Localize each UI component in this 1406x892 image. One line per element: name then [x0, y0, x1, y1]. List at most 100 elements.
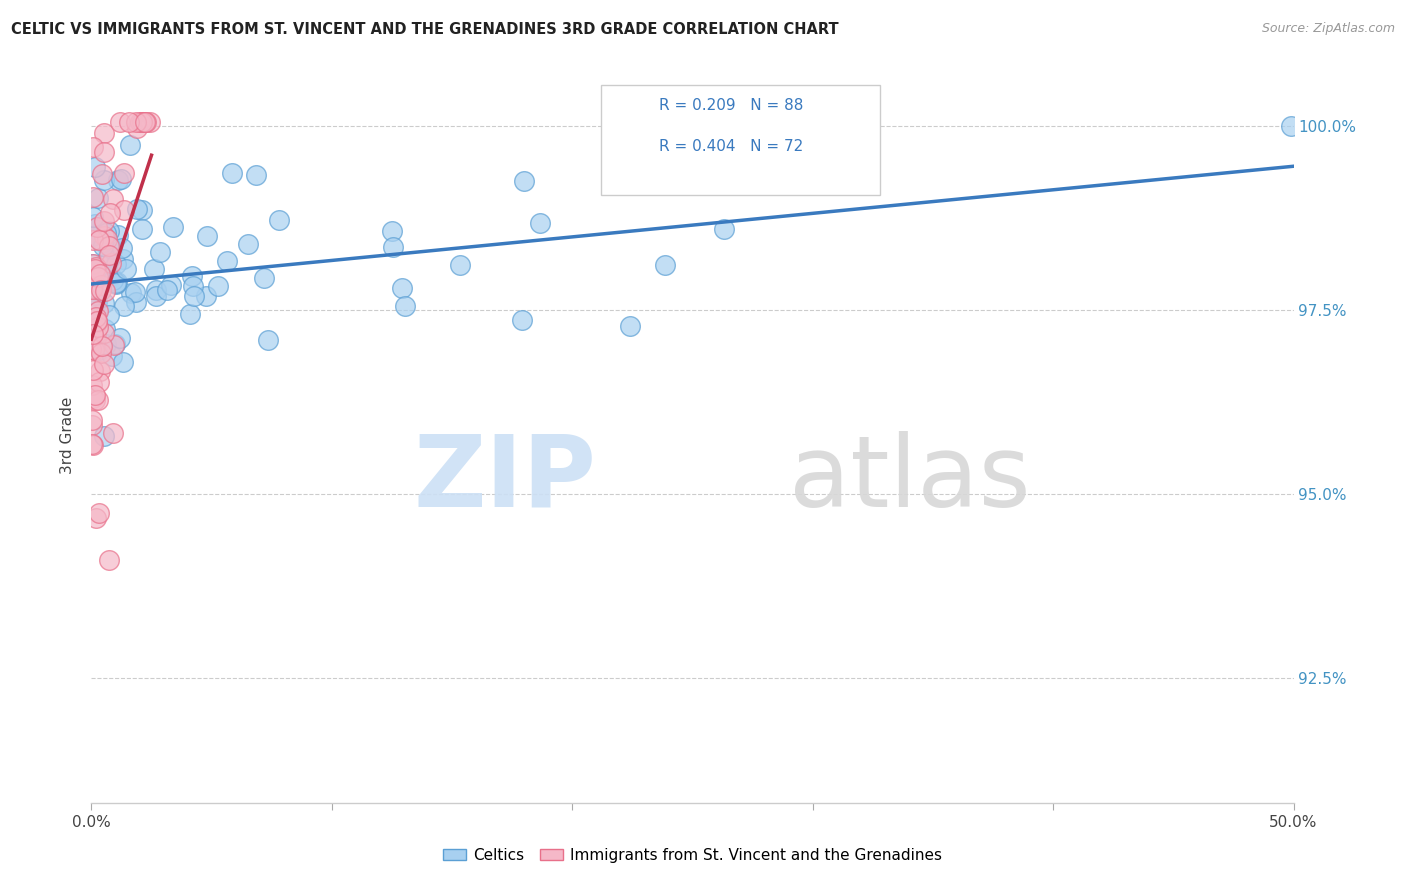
- Point: [83, 343, 105, 357]
- Point: [112, 355, 135, 369]
- Point: [86, 314, 108, 328]
- Point: [108, 115, 131, 129]
- Point: [101, 273, 124, 287]
- Point: [84, 288, 107, 302]
- Point: [619, 319, 641, 334]
- Point: [97, 254, 120, 268]
- Point: [132, 115, 155, 129]
- Point: [112, 252, 135, 266]
- Point: [138, 115, 160, 129]
- Point: [713, 221, 735, 235]
- Point: [94, 337, 117, 351]
- Point: [80, 342, 103, 356]
- Point: [93, 214, 115, 228]
- Point: [394, 299, 416, 313]
- Point: [105, 277, 128, 291]
- Point: [82, 229, 104, 244]
- Point: [84, 293, 107, 308]
- Point: [84, 326, 107, 341]
- Point: [90, 277, 112, 292]
- Point: [160, 278, 183, 293]
- Point: [93, 296, 115, 310]
- Point: [84, 392, 107, 407]
- Point: [89, 267, 111, 281]
- Point: [654, 258, 676, 272]
- Point: [101, 426, 124, 441]
- Point: [82, 280, 104, 294]
- Point: [87, 320, 110, 334]
- Point: [118, 115, 141, 129]
- Point: [84, 315, 107, 329]
- Point: [207, 279, 229, 293]
- Point: [98, 248, 121, 262]
- Point: [82, 438, 104, 452]
- Point: [120, 285, 142, 300]
- Point: [96, 232, 118, 246]
- Point: [179, 307, 201, 321]
- Point: [80, 326, 103, 340]
- Point: [381, 224, 404, 238]
- Point: [97, 553, 120, 567]
- Point: [194, 289, 217, 303]
- Point: [80, 257, 103, 271]
- Point: [87, 304, 110, 318]
- Y-axis label: 3rd Grade: 3rd Grade: [60, 396, 76, 474]
- Point: [131, 202, 153, 217]
- Point: [101, 192, 124, 206]
- Point: [129, 115, 152, 129]
- Point: [124, 285, 146, 299]
- Point: [108, 330, 131, 344]
- Point: [105, 277, 128, 291]
- Point: [101, 350, 124, 364]
- Point: [82, 210, 104, 224]
- Point: [156, 283, 179, 297]
- Point: [125, 115, 148, 129]
- Point: [134, 115, 156, 129]
- Point: [93, 358, 115, 372]
- Text: R = 0.209   N = 88: R = 0.209 N = 88: [659, 98, 803, 113]
- Point: [84, 161, 107, 175]
- Point: [90, 284, 112, 298]
- Point: [145, 289, 167, 303]
- Point: [98, 206, 121, 220]
- Point: [93, 429, 115, 443]
- Point: [84, 511, 107, 525]
- Point: [87, 343, 110, 357]
- Point: [125, 295, 148, 310]
- Point: [87, 375, 110, 389]
- Point: [110, 171, 132, 186]
- Point: [381, 240, 404, 254]
- Point: [84, 262, 107, 277]
- Point: [80, 417, 103, 432]
- Point: [100, 268, 122, 283]
- Point: [245, 168, 267, 182]
- Text: atlas: atlas: [789, 431, 1031, 527]
- Point: [107, 227, 129, 242]
- Point: [105, 275, 128, 289]
- Point: [90, 339, 112, 353]
- Point: [86, 294, 108, 309]
- Point: [112, 202, 135, 217]
- Point: [87, 506, 110, 520]
- Point: [91, 239, 114, 253]
- Point: [93, 145, 115, 159]
- Point: [180, 268, 202, 283]
- Point: [142, 261, 165, 276]
- Point: [80, 282, 103, 296]
- Point: [236, 236, 259, 251]
- Point: [80, 291, 103, 305]
- Point: [87, 392, 110, 407]
- Point: [149, 244, 172, 259]
- Point: [145, 283, 167, 297]
- Text: Source: ZipAtlas.com: Source: ZipAtlas.com: [1261, 22, 1395, 36]
- Point: [84, 260, 107, 274]
- Point: [111, 241, 134, 255]
- Point: [1279, 119, 1302, 133]
- Point: [89, 364, 111, 378]
- Point: [80, 301, 103, 315]
- Point: [96, 249, 118, 263]
- Point: [529, 216, 551, 230]
- Point: [97, 239, 120, 253]
- Point: [84, 221, 107, 235]
- Point: [93, 126, 115, 140]
